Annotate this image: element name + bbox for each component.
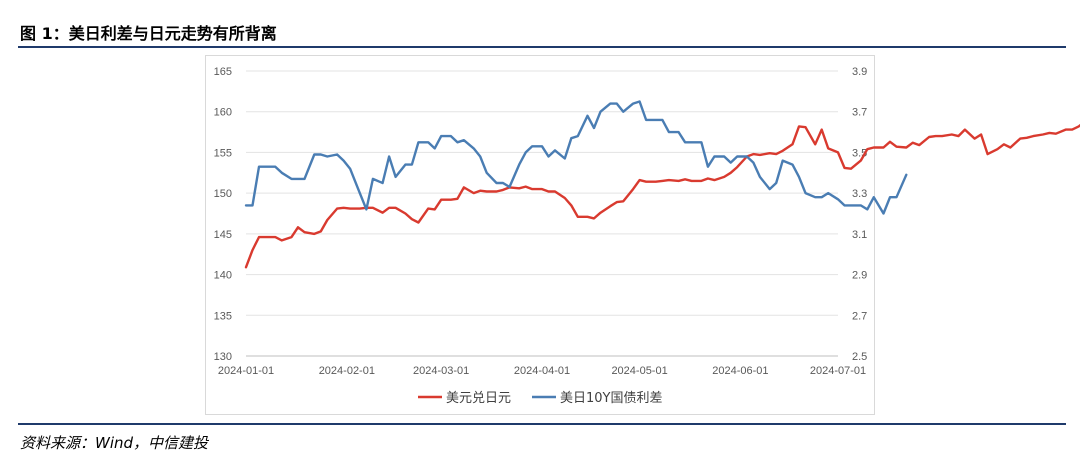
x-tick-label: 2024-03-01 <box>413 365 469 377</box>
left-y-tick-label: 140 <box>214 270 232 282</box>
legend: 美元兑日元 美日10Y国债利差 <box>418 391 662 406</box>
right-y-tick-label: 3.7 <box>852 107 867 119</box>
x-tick-label: 2024-01-01 <box>218 365 274 377</box>
right-y-tick-label: 3.1 <box>852 229 867 241</box>
x-tick-label: 2024-05-01 <box>611 365 667 377</box>
left-y-tick-label: 155 <box>214 147 232 159</box>
grid-lines <box>246 70 838 357</box>
left-y-axis: 130 135 140 145 150 155 160 165 <box>214 66 232 363</box>
figure-title: 图 1：美日利差与日元走势有所背离 <box>20 24 277 43</box>
x-axis: 2024-01-01 2024-02-01 2024-03-01 2024-04-01… <box>218 365 866 377</box>
legend-label: 美元兑日元 <box>446 391 511 406</box>
series-line-usdjpy <box>244 123 1080 269</box>
left-y-tick-label: 150 <box>214 188 232 200</box>
left-y-tick-label: 165 <box>214 66 232 78</box>
legend-label: 美日10Y国债利差 <box>560 391 662 406</box>
right-y-tick-label: 3.3 <box>852 188 867 200</box>
x-tick-label: 2024-02-01 <box>319 365 375 377</box>
right-y-tick-label: 2.9 <box>852 270 867 282</box>
bottom-divider <box>18 423 1066 425</box>
source-note: 资料来源：Wind，中信建投 <box>20 434 209 452</box>
left-y-tick-label: 130 <box>214 351 232 363</box>
left-y-tick-label: 145 <box>214 229 232 241</box>
right-y-tick-label: 3.9 <box>852 66 867 78</box>
x-tick-label: 2024-06-01 <box>712 365 768 377</box>
chart-frame <box>205 55 875 415</box>
right-y-tick-label: 2.5 <box>852 351 867 363</box>
right-y-tick-label: 2.7 <box>852 310 867 322</box>
x-tick-label: 2024-07-01 <box>810 365 866 377</box>
top-divider <box>18 46 1066 48</box>
right-y-axis: 2.52.72.93.13.33.53.73.9 <box>852 66 867 363</box>
left-y-tick-label: 135 <box>214 310 232 322</box>
x-tick-label: 2024-04-01 <box>514 365 570 377</box>
series-layer <box>244 100 1080 269</box>
series-line-us-jp-spread <box>244 100 908 215</box>
left-y-tick-label: 160 <box>214 107 232 119</box>
